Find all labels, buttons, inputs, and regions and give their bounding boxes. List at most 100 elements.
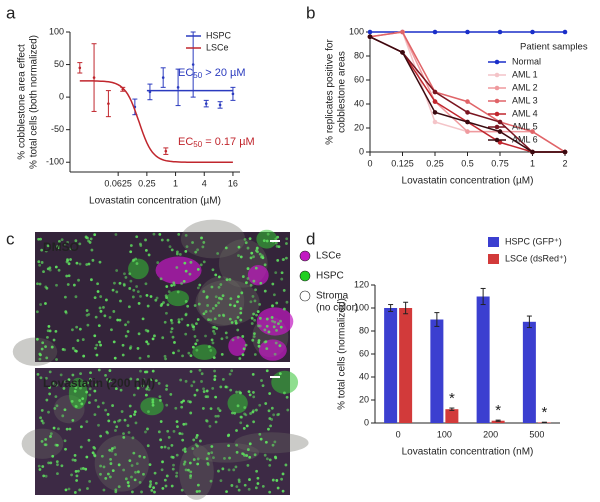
cell: [89, 371, 92, 375]
cell: [148, 485, 152, 488]
cell: [35, 310, 39, 314]
cell: [117, 463, 121, 467]
cell: [264, 340, 268, 344]
y-axis-label: % cobblestone area effect: [17, 44, 28, 160]
cell: [169, 318, 173, 322]
cell: [138, 481, 142, 484]
cell: [263, 289, 267, 293]
cell: [184, 468, 188, 472]
cell: [57, 427, 60, 431]
x-tick-label: 0.75: [491, 158, 509, 168]
cell: [196, 286, 200, 290]
cell: [127, 305, 131, 309]
cell: [147, 410, 150, 414]
cell: [37, 464, 41, 468]
fit-curve: [79, 80, 233, 163]
cell: [41, 465, 45, 468]
cell: [63, 295, 67, 299]
cell: [109, 379, 113, 383]
cell: [264, 440, 268, 444]
stroma-patch: [234, 432, 309, 454]
cell: [219, 479, 223, 483]
cell: [214, 273, 218, 277]
y-tick-label: 120: [354, 279, 369, 289]
cell: [109, 462, 113, 465]
cell: [195, 348, 199, 352]
cell: [184, 269, 188, 273]
cell: [253, 353, 257, 356]
cell: [224, 331, 228, 335]
cell: [49, 435, 52, 438]
cell: [119, 388, 123, 392]
cell: [250, 322, 254, 325]
cell: [142, 455, 146, 459]
cell: [191, 241, 194, 244]
cell: [225, 336, 229, 339]
cell: [75, 261, 79, 265]
hspc-cluster: [271, 370, 299, 394]
cell: [192, 438, 196, 442]
cell: [236, 328, 240, 332]
cell: [71, 458, 75, 462]
cell: [189, 354, 193, 358]
cell: [184, 249, 188, 253]
cell: [56, 472, 59, 476]
cell: [129, 414, 133, 418]
cell: [246, 448, 250, 451]
cell: [79, 386, 82, 390]
cell: [233, 304, 237, 308]
cell: [78, 488, 82, 492]
cell: [149, 482, 153, 486]
hspc-cluster: [166, 290, 190, 307]
cell: [134, 470, 137, 474]
cell: [229, 388, 233, 392]
cell: [169, 393, 173, 396]
cell: [78, 327, 82, 331]
cell: [272, 325, 276, 329]
image-label: DMSO: [43, 240, 79, 254]
cell: [161, 460, 164, 464]
cell: [74, 349, 78, 353]
cell: [159, 304, 163, 307]
legend-label: Normal: [512, 56, 541, 66]
cell: [126, 320, 130, 324]
cell: [267, 409, 271, 413]
cell: [55, 404, 59, 408]
cell: [175, 266, 179, 269]
cell: [59, 373, 63, 377]
cell: [45, 398, 49, 402]
cell: [186, 304, 190, 308]
cell: [270, 316, 274, 319]
cell: [265, 317, 269, 321]
cell: [271, 443, 275, 447]
cell: [48, 266, 52, 270]
cell: [282, 258, 285, 261]
stroma-patch: [12, 337, 58, 366]
cell: [135, 462, 139, 466]
cell: [170, 321, 174, 325]
y-tick-label: 50: [54, 59, 64, 69]
x-tick-label: 0: [396, 429, 401, 439]
cell: [64, 447, 67, 451]
cell: [117, 485, 121, 489]
cell: [121, 343, 125, 347]
cell: [259, 437, 263, 441]
cell: [195, 388, 199, 392]
cell: [237, 245, 241, 249]
cell: [73, 389, 77, 393]
cell: [200, 380, 203, 383]
cell: [40, 419, 44, 423]
cell: [135, 285, 139, 288]
cell: [91, 258, 95, 262]
cell: [118, 318, 122, 322]
cell: [129, 250, 133, 254]
cell: [67, 487, 71, 491]
cell: [118, 281, 122, 285]
cell: [274, 456, 278, 460]
bar: [384, 308, 398, 423]
cell: [104, 476, 108, 480]
cell: [73, 458, 77, 462]
cell: [61, 347, 65, 351]
cell: [237, 488, 241, 492]
lsce-cluster: [258, 339, 287, 361]
